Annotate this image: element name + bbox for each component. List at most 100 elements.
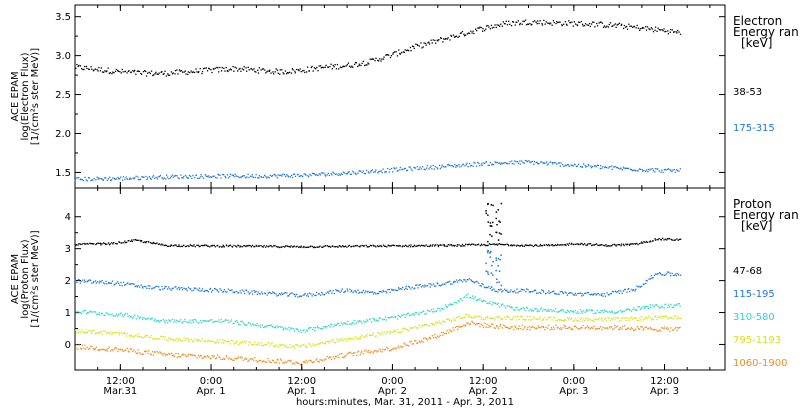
data-point [242, 175, 244, 177]
data-point [543, 162, 545, 164]
data-point [647, 171, 649, 173]
data-point [114, 70, 117, 72]
data-point [187, 338, 189, 340]
data-point [465, 313, 467, 316]
data-point [440, 284, 442, 286]
data-point [163, 352, 165, 355]
data-point [195, 68, 197, 70]
data-point [415, 43, 417, 45]
data-point [615, 317, 617, 319]
data-point [509, 327, 511, 329]
data-point [535, 244, 537, 246]
data-point [419, 166, 421, 168]
data-point [325, 175, 327, 177]
data-point [285, 344, 287, 346]
data-point [196, 71, 198, 73]
data-point [232, 66, 234, 68]
data-point [171, 244, 173, 247]
data-point [252, 69, 254, 71]
data-point [487, 326, 489, 328]
data-point [108, 282, 110, 285]
data-point [602, 320, 604, 322]
data-point [90, 345, 92, 348]
data-point [657, 273, 659, 275]
data-point [515, 161, 517, 163]
data-point [370, 291, 372, 293]
data-point [366, 64, 368, 66]
data-point [414, 326, 416, 328]
data-point [556, 20, 558, 23]
data-point [91, 345, 93, 347]
data-point [503, 162, 505, 164]
data-point [256, 293, 258, 295]
data-point [149, 242, 152, 244]
data-point [166, 176, 169, 178]
data-point [347, 62, 350, 64]
data-point [418, 45, 420, 47]
data-point [315, 174, 317, 176]
data-point [551, 328, 553, 330]
data-point [194, 355, 196, 357]
data-point [101, 333, 103, 335]
data-point [399, 166, 401, 169]
data-point [251, 176, 253, 178]
data-point [470, 243, 473, 245]
data-point [305, 345, 307, 347]
data-point [546, 318, 548, 321]
data-point [320, 294, 322, 296]
data-point [630, 25, 632, 27]
data-point [411, 45, 414, 47]
data-point [381, 245, 383, 248]
data-point [573, 21, 575, 23]
data-point [153, 74, 155, 76]
data-point [275, 361, 278, 363]
data-point [102, 178, 104, 180]
data-point [553, 21, 555, 24]
data-point [208, 67, 210, 69]
data-point [269, 292, 272, 294]
data-point [495, 231, 497, 234]
data-point [219, 245, 221, 248]
data-point [652, 240, 654, 242]
data-point [585, 310, 587, 312]
data-point [254, 357, 256, 359]
data-point [284, 327, 286, 329]
data-point [184, 354, 186, 356]
data-point [614, 165, 616, 168]
data-point [229, 343, 231, 345]
data-point [492, 221, 494, 224]
data-point [513, 290, 516, 292]
data-point [417, 245, 419, 247]
data-point [341, 173, 343, 176]
data-point [638, 319, 640, 321]
data-point [633, 26, 636, 28]
data-point [584, 243, 586, 245]
data-point [287, 245, 289, 247]
data-point [417, 287, 419, 289]
data-point [91, 282, 93, 284]
data-point [310, 345, 312, 347]
data-point [303, 173, 305, 175]
data-point [405, 344, 407, 347]
data-point [439, 285, 441, 287]
data-point [490, 250, 492, 253]
data-point [498, 327, 500, 329]
data-point [579, 318, 582, 321]
data-point [400, 345, 402, 347]
data-point [611, 25, 613, 27]
data-point [420, 340, 423, 342]
data-point [192, 175, 194, 177]
data-point [653, 274, 656, 276]
data-point [349, 351, 351, 353]
data-point [215, 320, 217, 322]
data-point [493, 317, 495, 319]
data-point [524, 159, 527, 162]
data-point [583, 320, 586, 322]
data-point [379, 245, 381, 247]
data-point [642, 242, 644, 244]
data-point [86, 180, 89, 182]
data-point [336, 173, 338, 175]
data-point [115, 313, 118, 315]
data-point [452, 304, 454, 306]
